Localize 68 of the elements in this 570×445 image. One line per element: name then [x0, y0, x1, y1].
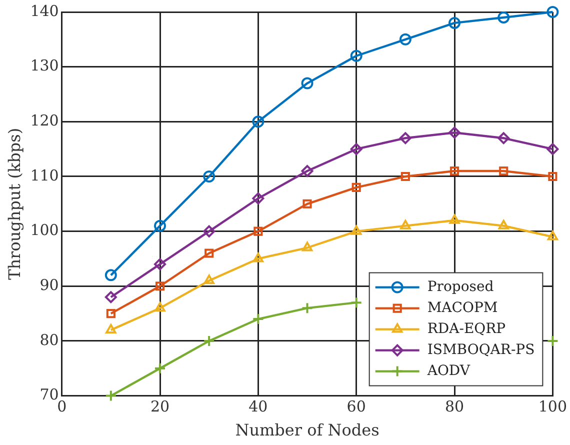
point: [547, 230, 558, 240]
point: [546, 334, 559, 347]
x-tick-label: 20: [150, 398, 170, 416]
point: [448, 16, 461, 29]
point: [499, 166, 508, 176]
x-tick-label: 0: [57, 398, 67, 416]
x-tick-label: 40: [248, 398, 268, 416]
point: [449, 214, 460, 224]
y-tick-label: 90: [40, 276, 59, 294]
point: [448, 126, 461, 139]
point: [252, 252, 264, 262]
point: [498, 132, 510, 144]
point: [498, 11, 510, 24]
point: [203, 225, 216, 238]
point: [106, 309, 116, 318]
legend-label: RDA-EQRP: [427, 320, 506, 337]
y-tick-label: 100: [30, 221, 59, 240]
point: [154, 258, 166, 270]
point: [104, 269, 117, 282]
y-tick-label: 110: [30, 166, 59, 184]
point: [154, 362, 166, 374]
x-tick-label: 100: [538, 398, 568, 416]
y-tick-label: 80: [40, 330, 59, 349]
legend-label: ISMBOQAR-PS: [427, 342, 535, 358]
point: [204, 248, 214, 258]
legend-label: Proposed: [427, 278, 494, 295]
x-tick-label: 80: [444, 398, 464, 416]
point: [155, 282, 165, 291]
point: [450, 166, 460, 176]
point: [546, 143, 559, 156]
point: [252, 116, 264, 128]
y-tick-label: 70: [40, 386, 59, 404]
point: [104, 390, 117, 402]
point: [301, 77, 314, 90]
point: [400, 220, 411, 230]
point: [301, 302, 314, 314]
point: [399, 132, 412, 144]
y-axis-title: Throughput (kbps): [4, 128, 24, 280]
point: [104, 291, 117, 304]
y-tick-label: 130: [30, 56, 59, 75]
point: [203, 170, 216, 182]
point: [252, 192, 264, 204]
point: [154, 302, 166, 312]
point: [106, 324, 116, 334]
point: [399, 33, 412, 46]
point: [301, 165, 314, 178]
y-tick-label: 120: [30, 112, 59, 130]
legend-label: MACOPM: [427, 300, 498, 316]
point: [400, 172, 410, 182]
point: [352, 182, 361, 192]
point: [548, 172, 558, 182]
x-tick-label: 60: [346, 398, 366, 416]
y-tick-label: 140: [30, 2, 59, 20]
point: [350, 50, 362, 62]
point: [254, 226, 263, 236]
legend-label: AODV: [426, 362, 471, 379]
point: [498, 220, 509, 230]
point: [252, 313, 264, 326]
point: [546, 6, 559, 18]
point: [203, 334, 216, 347]
point: [351, 225, 362, 235]
point: [350, 143, 362, 156]
point: [154, 220, 166, 232]
point: [302, 199, 312, 208]
point: [302, 242, 313, 252]
point: [204, 274, 214, 284]
x-axis-title: Number of Nodes: [235, 420, 380, 440]
point: [350, 296, 362, 309]
